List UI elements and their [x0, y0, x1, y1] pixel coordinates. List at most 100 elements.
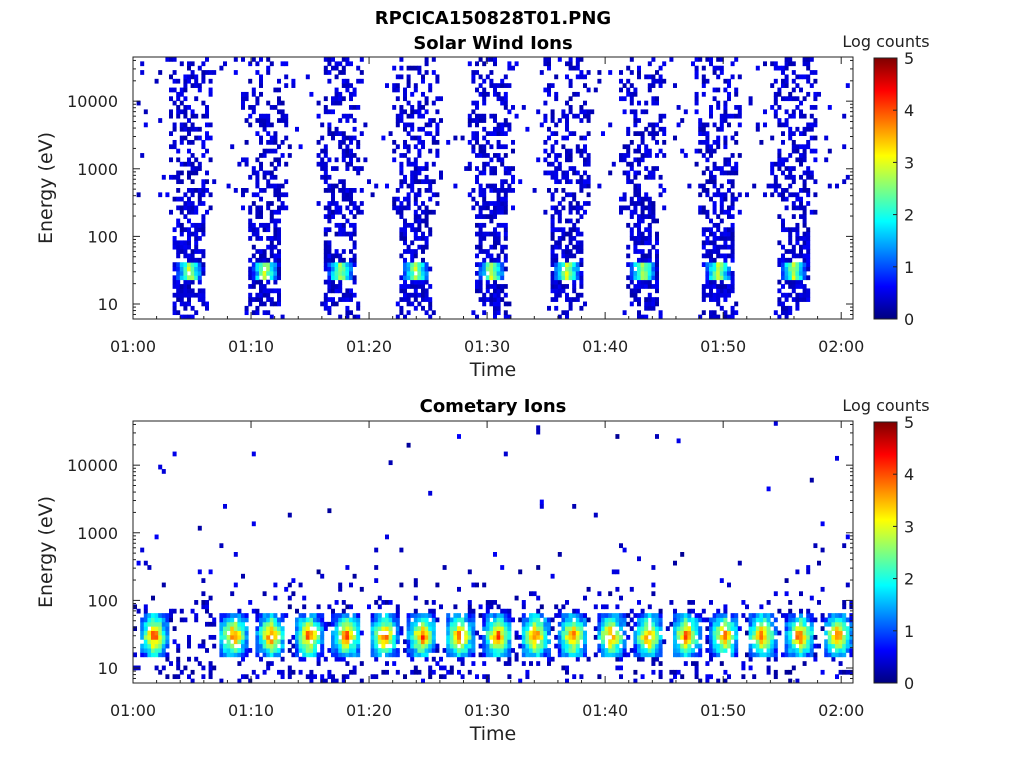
heatmap-cell — [809, 652, 814, 658]
heatmap-cell — [791, 275, 796, 281]
heatmap-cell — [770, 613, 775, 618]
heatmap-cell — [572, 626, 577, 631]
heatmap-cell — [338, 227, 343, 233]
heatmap-cell — [557, 608, 562, 614]
heatmap-cell — [817, 560, 821, 566]
heatmap-cell — [266, 179, 271, 185]
heatmap-cell — [176, 253, 181, 259]
heatmap-cell — [273, 174, 278, 180]
heatmap-cell — [291, 669, 296, 675]
heatmap-cell — [143, 634, 148, 640]
heatmap-cell — [464, 613, 469, 618]
heatmap-cell — [478, 604, 483, 610]
heatmap-cell — [219, 65, 224, 71]
heatmap-cell — [496, 139, 501, 145]
heatmap-cell — [496, 83, 501, 88]
heatmap-cell — [500, 183, 505, 189]
heatmap-cell — [223, 643, 227, 649]
heatmap-cell — [349, 630, 353, 636]
heatmap-cell — [172, 139, 177, 145]
heatmap-cell — [399, 253, 404, 259]
heatmap-cell — [781, 188, 785, 193]
heatmap-cell — [399, 170, 404, 176]
heatmap-cell — [187, 240, 191, 246]
heatmap-cell — [388, 648, 393, 653]
heatmap-cell — [417, 639, 422, 645]
heatmap-cell — [539, 639, 544, 645]
heatmap-cell — [482, 270, 487, 276]
heatmap-cell — [154, 634, 159, 640]
heatmap-cell — [453, 613, 458, 618]
heatmap-cell — [766, 621, 771, 627]
heatmap-cell — [201, 214, 206, 219]
heatmap-cell — [637, 65, 641, 71]
heatmap-cell — [478, 214, 483, 219]
heatmap-cell — [424, 109, 429, 115]
heatmap-cell — [295, 648, 299, 653]
heatmap-cell — [341, 608, 346, 614]
heatmap-cell — [543, 639, 548, 645]
heatmap-cell — [482, 626, 487, 631]
heatmap-cell — [637, 648, 641, 653]
heatmap-cell — [435, 131, 440, 136]
heatmap-cell — [629, 301, 634, 307]
heatmap-cell — [496, 305, 501, 311]
heatmap-cell — [496, 310, 501, 316]
heatmap-cell — [849, 648, 854, 653]
heatmap-cell — [799, 109, 803, 115]
y-tick-label: 100 — [87, 591, 118, 610]
heatmap-cell — [795, 157, 800, 163]
x-tick-label: 01:30 — [464, 701, 510, 720]
heatmap-cell — [626, 148, 631, 154]
heatmap-cell — [799, 292, 803, 298]
heatmap-cell — [154, 630, 159, 636]
heatmap-cell — [554, 188, 559, 193]
heatmap-cell — [525, 652, 530, 658]
heatmap-cell — [255, 674, 260, 680]
heatmap-cell — [395, 648, 400, 653]
heatmap-cell — [734, 652, 739, 658]
heatmap-cell — [788, 613, 793, 618]
heatmap-cell — [536, 429, 541, 435]
heatmap-cell — [730, 240, 735, 246]
heatmap-cell — [669, 600, 674, 605]
heatmap-cell — [399, 205, 404, 211]
heatmap-cell — [201, 270, 206, 276]
heatmap-cell — [723, 608, 728, 614]
heatmap-cell — [446, 634, 451, 640]
heatmap-cell — [417, 617, 422, 623]
heatmap-cell — [716, 126, 721, 132]
heatmap-cell — [766, 486, 771, 492]
heatmap-cell — [529, 634, 533, 640]
heatmap-cell — [712, 205, 717, 211]
heatmap-cell — [352, 126, 357, 132]
heatmap-cell — [467, 613, 472, 618]
heatmap-cell — [572, 652, 577, 658]
heatmap-cell — [637, 131, 641, 136]
heatmap-cell — [694, 639, 699, 645]
heatmap-cell — [241, 639, 245, 645]
heatmap-cell — [716, 100, 721, 106]
heatmap-cell — [507, 652, 512, 658]
heatmap-cell — [572, 608, 577, 614]
heatmap-cell — [417, 292, 422, 298]
heatmap-cell — [712, 174, 717, 180]
heatmap-cell — [730, 135, 735, 141]
heatmap-cell — [277, 639, 281, 645]
heatmap-cell — [251, 201, 256, 206]
heatmap-cell — [431, 57, 436, 62]
heatmap-cell — [791, 617, 796, 623]
heatmap-cell — [424, 613, 429, 618]
heatmap-cell — [687, 617, 692, 623]
heatmap-cell — [550, 109, 555, 115]
heatmap-cell — [467, 139, 472, 145]
heatmap-cell — [251, 87, 256, 93]
heatmap-cell — [496, 275, 501, 281]
heatmap-cell — [655, 231, 659, 237]
heatmap-cell — [565, 626, 569, 631]
heatmap-cell — [449, 665, 454, 671]
heatmap-cell — [651, 166, 656, 171]
heatmap-cell — [179, 135, 184, 141]
heatmap-cell — [572, 131, 577, 136]
heatmap-cell — [795, 231, 800, 237]
